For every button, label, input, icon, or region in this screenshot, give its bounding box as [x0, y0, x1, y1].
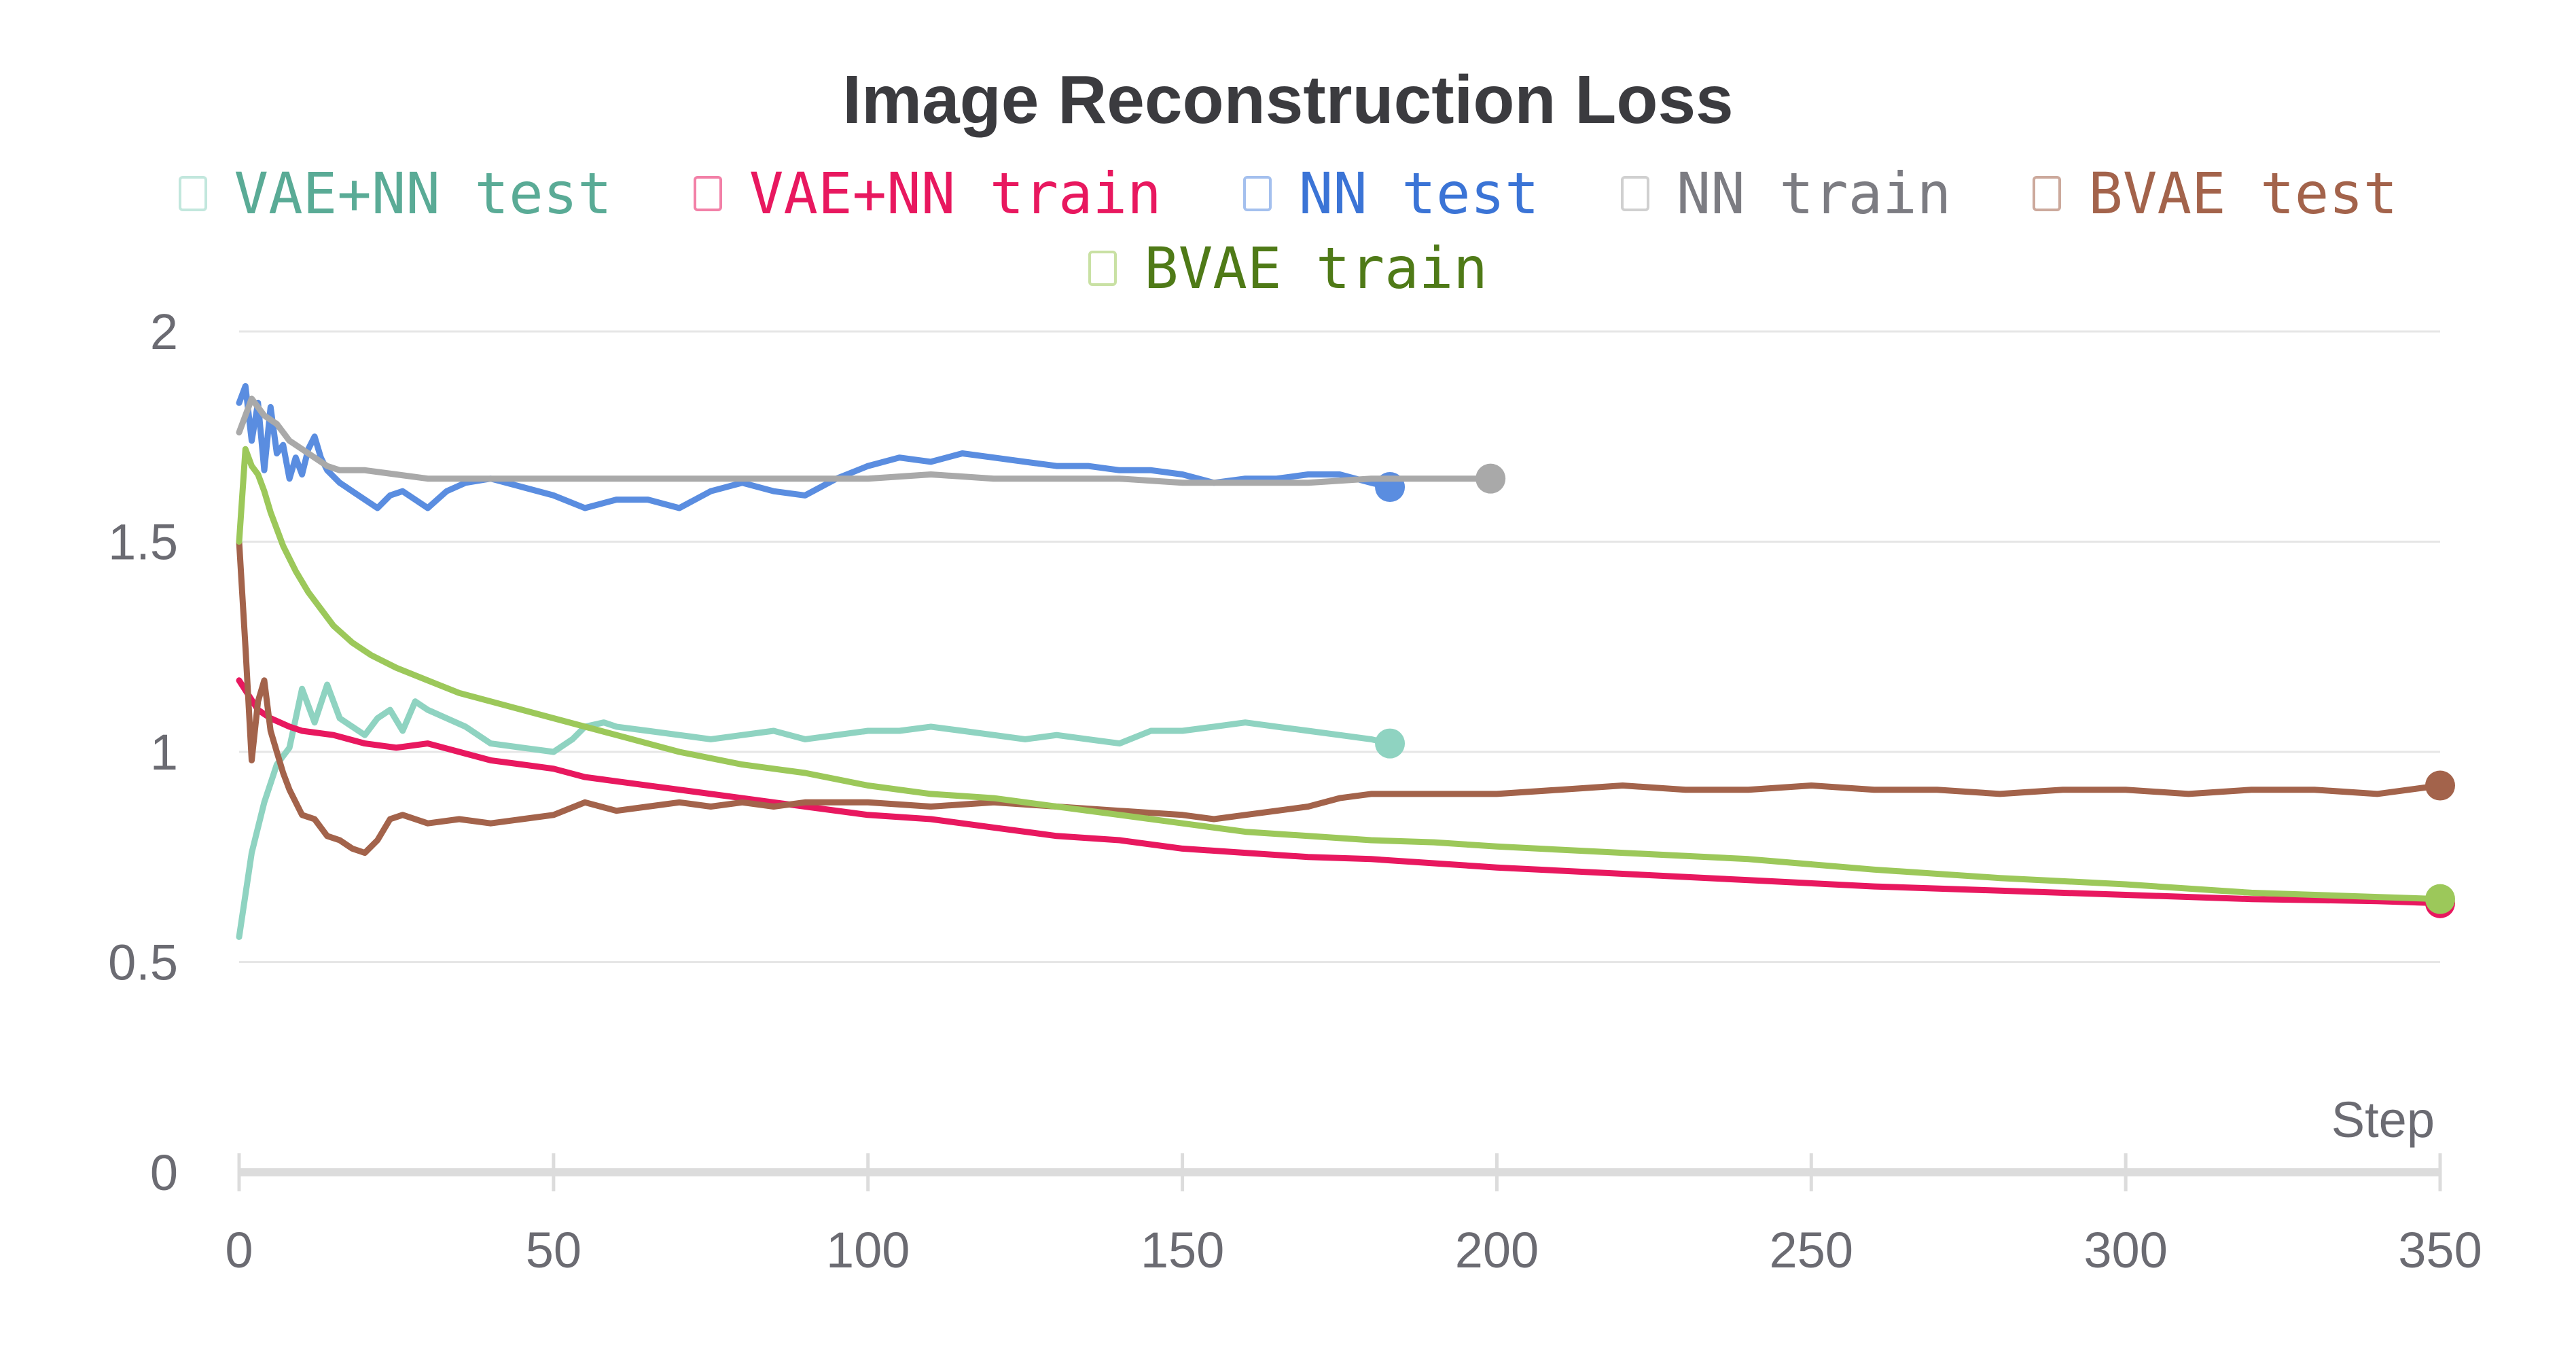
legend-item-vae-nn-train: VAE+NN train: [693, 160, 1162, 227]
legend-swatch: [1088, 251, 1117, 286]
legend-label: VAE+NN test: [234, 160, 612, 227]
legend-item-nn-train: NN train: [1620, 160, 1952, 227]
series-line-bvae-test: [236, 539, 2444, 856]
y-tick-label: 0: [150, 1144, 178, 1201]
x-tick-label: 200: [1455, 1222, 1539, 1278]
series-line-vae-nn-train: [236, 677, 2444, 907]
series-line-nn-train: [236, 395, 1494, 486]
legend-swatch: [1620, 176, 1649, 211]
legend-label: VAE+NN train: [749, 160, 1162, 227]
legend-swatch: [693, 176, 722, 211]
series-line-bvae-train: [236, 446, 2444, 903]
x-tick-label: 350: [2398, 1222, 2482, 1278]
x-tick-label: 0: [225, 1222, 253, 1278]
y-tick-label: 1: [150, 724, 178, 780]
legend-item-bvae-train: BVAE train: [1088, 235, 1488, 302]
series-line-vae-nn-test: [236, 681, 1393, 940]
y-tick-label: 1.5: [108, 514, 178, 571]
x-tick-label: 100: [826, 1222, 910, 1278]
series-end-marker-bvae-train: [2425, 884, 2455, 914]
x-tick-label: 150: [1141, 1222, 1224, 1278]
chart-title: Image Reconstruction Loss: [842, 62, 1734, 138]
legend-swatch: [178, 176, 207, 211]
x-tick-label: 50: [526, 1222, 582, 1278]
legend-swatch: [2033, 176, 2062, 211]
y-tick-label: 2: [150, 304, 178, 360]
legend-label: BVAE test: [2088, 160, 2398, 227]
x-axis-label: Step: [2331, 1092, 2435, 1148]
x-tick-label: 300: [2083, 1222, 2167, 1278]
legend-label: BVAE train: [1144, 235, 1488, 302]
legend-label: NN test: [1298, 160, 1539, 227]
legend-item-bvae-test: BVAE test: [2033, 160, 2397, 227]
legend: VAE+NN test VAE+NN train NN test NN train BV…: [0, 160, 2576, 227]
x-tick-label: 250: [1770, 1222, 1853, 1278]
legend-label: NN train: [1676, 160, 1952, 227]
series-end-marker-bvae-test: [2425, 770, 2455, 801]
legend-item-nn-test: NN test: [1242, 160, 1539, 227]
legend-item-vae-nn-test: VAE+NN test: [178, 160, 612, 227]
legend-row-2: BVAE train: [0, 235, 2576, 302]
y-tick-label: 0.5: [108, 935, 178, 991]
series-end-marker-nn-train: [1475, 463, 1506, 494]
legend-swatch: [1242, 176, 1272, 211]
series-end-marker-vae-nn-test: [1375, 728, 1406, 759]
series-line-nn-test: [236, 383, 1393, 511]
